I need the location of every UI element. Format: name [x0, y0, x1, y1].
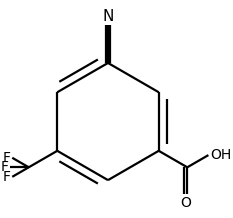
Text: N: N [102, 9, 114, 24]
Text: F: F [3, 151, 11, 165]
Text: F: F [3, 170, 11, 184]
Text: O: O [180, 196, 191, 210]
Text: OH: OH [210, 148, 232, 162]
Text: F: F [0, 160, 8, 174]
